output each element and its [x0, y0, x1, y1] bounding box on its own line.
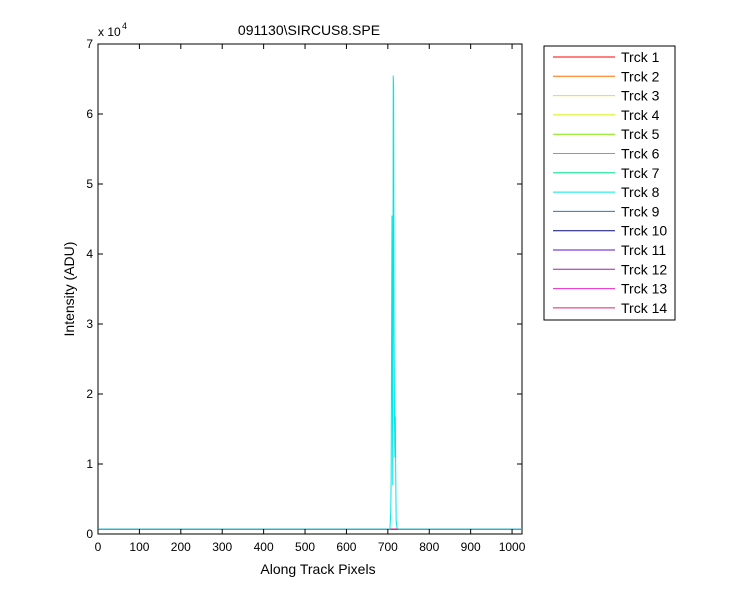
x-tick-label: 500: [295, 540, 315, 554]
legend-label-trck-12: Trck 12: [621, 261, 667, 277]
legend-label-trck-4: Trck 4: [621, 107, 660, 123]
y-tick-label: 3: [86, 317, 93, 331]
x-tick-label: 600: [336, 540, 356, 554]
y-tick-label: 2: [86, 387, 93, 401]
legend-label-trck-10: Trck 10: [621, 223, 667, 239]
x-tick-label: 0: [95, 540, 102, 554]
legend-label-trck-13: Trck 13: [621, 281, 667, 297]
series-group: [98, 75, 522, 530]
y-axis-label: Intensity (ADU): [61, 242, 77, 337]
x-tick-label: 200: [171, 540, 191, 554]
y-exponent-power: 4: [122, 21, 127, 31]
x-axis-label: Along Track Pixels: [260, 561, 375, 577]
legend-entries: Trck 1 Trck 2 Trck 3 Trck 4 Trck 5 Trck 6 Trck…: [553, 49, 667, 316]
legend-label-trck-5: Trck 5: [621, 126, 660, 142]
legend-label-trck-14: Trck 14: [621, 300, 667, 316]
x-tick-label: 100: [129, 540, 149, 554]
plot-area: 0 100 200 300 400 500 600 700 800 900 1000 0 1 2 3 4 5 6…: [86, 37, 525, 554]
series-line-trck-8: [98, 75, 522, 530]
x-tick-label: 400: [254, 540, 274, 554]
x-tick-label: 700: [378, 540, 398, 554]
legend-label-trck-8: Trck 8: [621, 184, 660, 200]
legend-box: [543, 45, 676, 321]
x-axis-ticks: 0 100 200 300 400 500 600 700 800 900 1000: [95, 44, 526, 554]
y-tick-label: 1: [86, 457, 93, 471]
y-exponent-label: x 10: [98, 25, 121, 39]
plot-frame: [97, 43, 523, 535]
x-tick-label: 800: [419, 540, 439, 554]
chart-title: 091130\SIRCUS8.SPE: [238, 22, 380, 38]
legend-label-trck-9: Trck 9: [621, 203, 660, 219]
legend-label-trck-3: Trck 3: [621, 88, 660, 104]
x-tick-label: 300: [212, 540, 232, 554]
legend-label-trck-7: Trck 7: [621, 165, 660, 181]
y-tick-label: 7: [86, 37, 93, 51]
y-tick-label: 4: [86, 247, 93, 261]
legend-label-trck-6: Trck 6: [621, 146, 660, 162]
legend-label-trck-11: Trck 11: [621, 242, 666, 258]
x-tick-label: 1000: [499, 540, 526, 554]
x-tick-label: 900: [461, 540, 481, 554]
y-tick-label: 5: [86, 177, 93, 191]
legend-label-trck-2: Trck 2: [621, 68, 660, 84]
y-axis-ticks: 0 1 2 3 4 5 6 7: [86, 37, 522, 541]
legend-label-trck-1: Trck 1: [621, 49, 660, 65]
y-tick-label: 0: [86, 527, 93, 541]
y-tick-label: 6: [86, 107, 93, 121]
legend[interactable]: Trck 1 Trck 2 Trck 3 Trck 4 Trck 5 Trck 6 Trck…: [543, 45, 676, 321]
